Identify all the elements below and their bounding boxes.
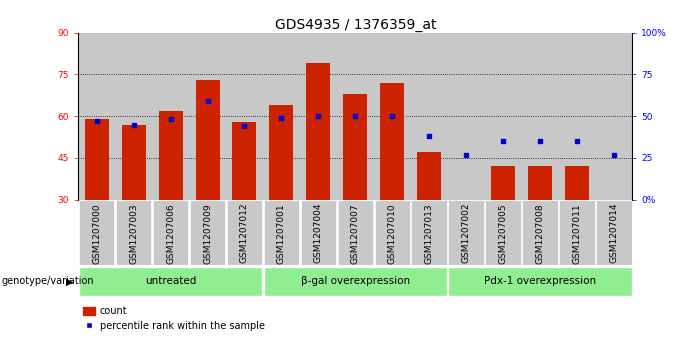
- Bar: [418, 152, 441, 200]
- Bar: [122, 125, 146, 200]
- Text: GSM1207002: GSM1207002: [462, 203, 471, 264]
- Bar: [115, 33, 152, 200]
- Bar: [380, 83, 404, 200]
- Bar: [78, 33, 115, 200]
- FancyBboxPatch shape: [301, 200, 336, 265]
- Bar: [411, 33, 447, 200]
- Bar: [343, 94, 367, 200]
- FancyBboxPatch shape: [190, 200, 225, 265]
- Title: GDS4935 / 1376359_at: GDS4935 / 1376359_at: [275, 18, 436, 32]
- Text: GSM1207001: GSM1207001: [277, 203, 286, 264]
- Bar: [374, 33, 411, 200]
- Bar: [522, 33, 558, 200]
- Bar: [307, 63, 330, 200]
- Bar: [491, 166, 515, 200]
- Text: GSM1207004: GSM1207004: [314, 203, 323, 264]
- Bar: [233, 122, 256, 200]
- FancyBboxPatch shape: [522, 200, 558, 265]
- FancyBboxPatch shape: [337, 200, 373, 265]
- Bar: [263, 33, 300, 200]
- Bar: [196, 80, 220, 200]
- Bar: [558, 33, 596, 200]
- Text: ▶: ▶: [66, 276, 73, 286]
- Text: genotype/variation: genotype/variation: [1, 276, 94, 286]
- Legend: count, percentile rank within the sample: count, percentile rank within the sample: [83, 306, 265, 331]
- Text: GSM1207008: GSM1207008: [536, 203, 545, 264]
- Bar: [158, 111, 182, 200]
- Text: GSM1207011: GSM1207011: [573, 203, 581, 264]
- FancyBboxPatch shape: [411, 200, 447, 265]
- FancyBboxPatch shape: [264, 200, 299, 265]
- FancyBboxPatch shape: [448, 200, 484, 265]
- Bar: [565, 166, 589, 200]
- Text: GSM1207007: GSM1207007: [351, 203, 360, 264]
- FancyBboxPatch shape: [486, 200, 521, 265]
- FancyBboxPatch shape: [226, 200, 262, 265]
- FancyBboxPatch shape: [448, 266, 632, 296]
- FancyBboxPatch shape: [79, 266, 262, 296]
- FancyBboxPatch shape: [79, 200, 114, 265]
- Bar: [226, 33, 263, 200]
- Text: β-gal overexpression: β-gal overexpression: [301, 276, 410, 286]
- FancyBboxPatch shape: [116, 200, 152, 265]
- FancyBboxPatch shape: [559, 200, 595, 265]
- Text: untreated: untreated: [145, 276, 197, 286]
- Bar: [337, 33, 374, 200]
- Bar: [596, 33, 632, 200]
- Bar: [269, 105, 293, 200]
- Bar: [300, 33, 337, 200]
- FancyBboxPatch shape: [264, 266, 447, 296]
- Text: Pdx-1 overexpression: Pdx-1 overexpression: [484, 276, 596, 286]
- Text: GSM1207012: GSM1207012: [240, 203, 249, 264]
- Text: GSM1207009: GSM1207009: [203, 203, 212, 264]
- Text: GSM1207013: GSM1207013: [425, 203, 434, 264]
- Text: GSM1207003: GSM1207003: [129, 203, 138, 264]
- Bar: [447, 33, 485, 200]
- FancyBboxPatch shape: [596, 200, 632, 265]
- Text: GSM1207006: GSM1207006: [166, 203, 175, 264]
- Text: GSM1207005: GSM1207005: [498, 203, 507, 264]
- Bar: [528, 166, 552, 200]
- FancyBboxPatch shape: [375, 200, 410, 265]
- Bar: [189, 33, 226, 200]
- Bar: [485, 33, 522, 200]
- Bar: [152, 33, 189, 200]
- Text: GSM1207014: GSM1207014: [609, 203, 618, 264]
- Text: GSM1207010: GSM1207010: [388, 203, 396, 264]
- Text: GSM1207000: GSM1207000: [92, 203, 101, 264]
- Bar: [85, 119, 109, 200]
- FancyBboxPatch shape: [153, 200, 188, 265]
